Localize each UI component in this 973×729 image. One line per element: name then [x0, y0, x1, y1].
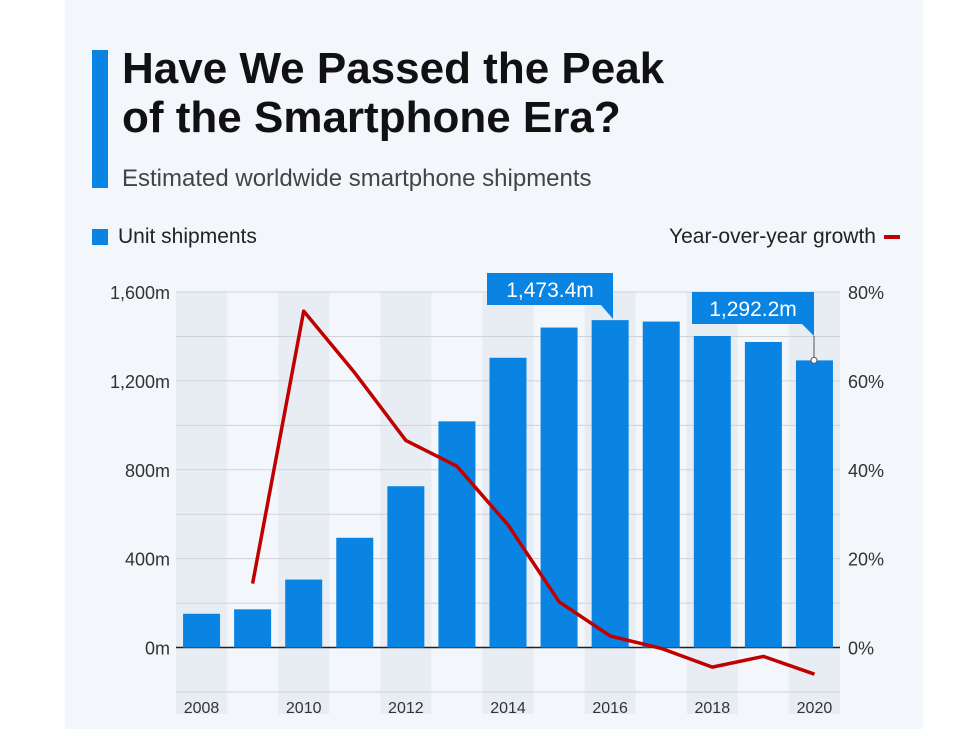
bar-2017 [642, 321, 680, 648]
bar-2020 [795, 360, 833, 648]
x-axis-tick-label: 2008 [184, 700, 220, 717]
title-accent-bar [92, 50, 108, 188]
left-axis-tick-label: 800m [125, 461, 170, 481]
column-band [176, 292, 228, 714]
bar-2013 [438, 421, 476, 648]
legend-yoy-growth: Year-over-year growth [669, 225, 900, 249]
bar-2016 [591, 320, 629, 648]
left-axis-tick-label: 0m [145, 639, 170, 659]
legend-label: Year-over-year growth [669, 225, 876, 248]
x-axis-tick-label: 2010 [286, 700, 322, 717]
bar-2012 [387, 486, 425, 648]
callout-label: 1,292.2m [709, 298, 797, 321]
chart-subtitle: Estimated worldwide smartphone shipments [122, 165, 592, 192]
callout-label: 1,473.4m [506, 279, 594, 302]
left-axis-tick-label: 1,600m [110, 283, 170, 303]
bar-2009 [234, 609, 272, 648]
right-axis-tick-label: 80% [848, 283, 884, 303]
callout-box [487, 273, 613, 319]
right-axis-tick-label: 40% [848, 461, 884, 481]
yoy-growth-line [250, 309, 816, 676]
bar-2010 [285, 579, 323, 648]
right-axis-tick-label: 60% [848, 372, 884, 392]
x-axis-tick-label: 2018 [695, 700, 731, 717]
bar-2008 [183, 613, 221, 648]
column-band [278, 292, 330, 714]
x-axis-tick-label: 2014 [490, 700, 526, 717]
x-axis-tick-label: 2012 [388, 700, 424, 717]
legend-label: Unit shipments [118, 225, 257, 248]
left-axis-tick-label: 400m [125, 550, 170, 570]
bar-2019 [744, 342, 782, 648]
right-axis-tick-label: 0% [848, 639, 874, 659]
right-axis-tick-label: 20% [848, 550, 884, 570]
callout-point [810, 356, 818, 364]
chart-title: Have We Passed the Peak of the Smartphone… [122, 44, 664, 142]
left-axis-tick-label: 1,200m [110, 372, 170, 392]
legend-line-swatch [884, 235, 900, 239]
bar-2015 [540, 327, 578, 648]
legend-unit-shipments: Unit shipments [92, 225, 257, 249]
title-line-1: Have We Passed the Peak [122, 44, 665, 93]
bar-2011 [336, 537, 374, 648]
callout-box [692, 292, 814, 336]
legend-bar-swatch [92, 229, 108, 245]
bar-2014 [489, 357, 527, 648]
bar-2018 [693, 336, 731, 648]
x-axis-tick-label: 2016 [592, 700, 628, 717]
x-axis-tick-label: 2020 [797, 700, 833, 717]
title-line-2: of the Smartphone Era? [122, 93, 621, 142]
